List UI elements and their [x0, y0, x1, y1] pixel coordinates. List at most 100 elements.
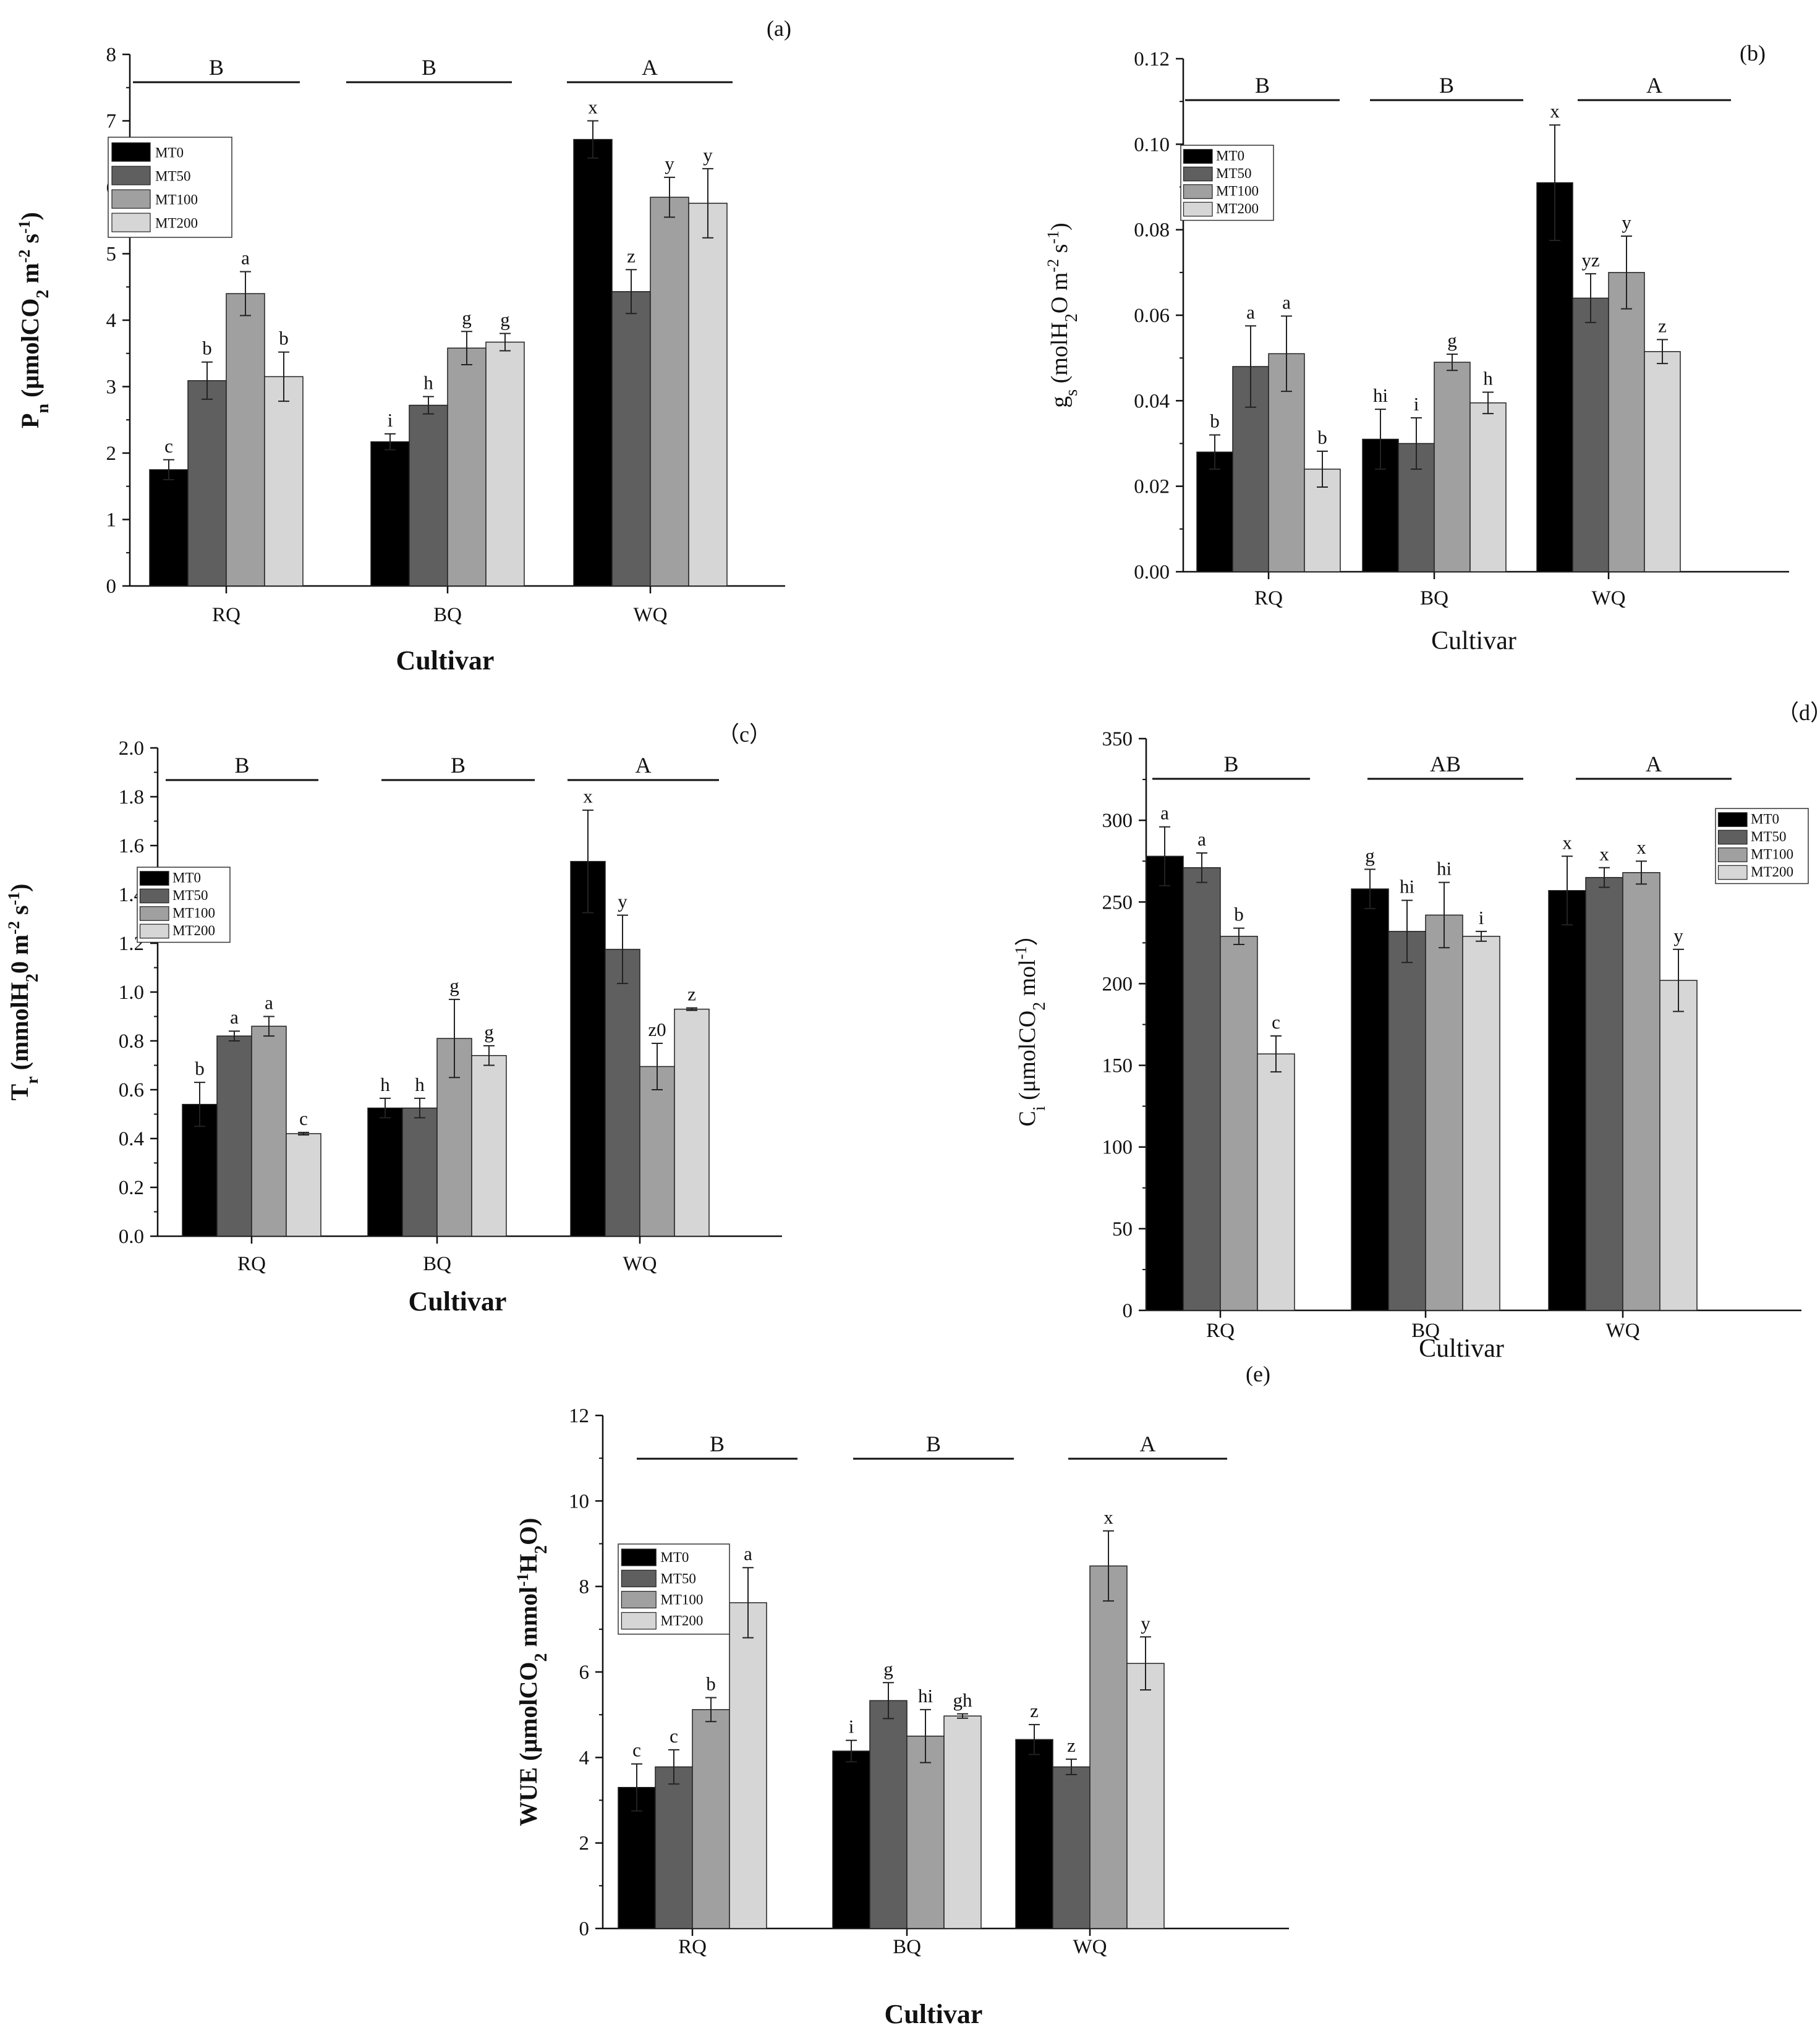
x-tick-label: BQ — [433, 604, 462, 626]
panel-label: (e) — [1246, 1362, 1270, 1386]
significance-letter: g — [462, 307, 472, 328]
y-axis-title-part: -1 — [15, 220, 33, 234]
bar-mt200 — [674, 1008, 710, 1237]
group-letter: A — [642, 55, 658, 80]
significance-letter: b — [202, 337, 212, 359]
y-tick-label: 12 — [569, 1405, 589, 1427]
bar-mt0 — [573, 138, 613, 587]
legend-swatch-mt100 — [621, 1590, 657, 1609]
y-axis-title-part: O) — [514, 1518, 542, 1545]
legend-swatch-mt200 — [621, 1612, 657, 1630]
y-tick-label: 0 — [1123, 1300, 1133, 1322]
legend-swatch-mt100 — [139, 906, 169, 921]
group-letter: B — [422, 55, 436, 80]
significance-letter: a — [1160, 802, 1169, 824]
y-axis-title-part: mol — [1014, 959, 1040, 1002]
legend-swatch-mt200 — [111, 213, 151, 232]
panel-label: (b) — [1740, 41, 1766, 66]
legend: MT0 MT50 MT100 MT200 — [1715, 808, 1809, 885]
y-tick-label: 50 — [1112, 1218, 1133, 1241]
significance-letter: y — [1673, 925, 1683, 946]
significance-letter: c — [1272, 1011, 1280, 1033]
y-axis-title-part: ) — [16, 212, 44, 220]
group-letter: A — [636, 753, 652, 778]
legend-swatch-mt50 — [1717, 829, 1748, 845]
significance-letter: a — [265, 992, 273, 1014]
y-axis-title-part: s — [1062, 389, 1081, 396]
significance-letter: x — [588, 96, 598, 118]
x-axis-title: Cultivar — [396, 645, 495, 676]
significance-letter: hi — [918, 1685, 933, 1707]
y-tick-label: 2 — [579, 1833, 590, 1855]
y-tick-label: 7 — [106, 111, 117, 133]
significance-letter: y — [665, 153, 674, 174]
y-axis-title-part: 2 — [33, 290, 53, 299]
significance-letter: c — [164, 435, 173, 457]
bar-mt200 — [1126, 1663, 1165, 1929]
x-tick-label: BQ — [1411, 1320, 1440, 1342]
y-tick-label: 0.00 — [1134, 561, 1170, 583]
panel-label: （d） — [1777, 700, 1820, 725]
bar-mt0 — [832, 1750, 870, 1929]
y-tick-label: 6 — [579, 1661, 590, 1684]
y-tick-label: 0.04 — [1134, 390, 1170, 412]
significance-letter: x — [1599, 843, 1609, 865]
y-tick-label: 0.8 — [119, 1030, 144, 1053]
significance-letter: a — [241, 247, 250, 269]
legend-swatch-mt100 — [1717, 847, 1748, 862]
y-axis-title-part: r — [23, 1076, 42, 1084]
significance-letter: a — [1197, 828, 1206, 850]
bar-mt0 — [367, 1107, 403, 1237]
legend-swatch-mt200 — [1717, 865, 1748, 880]
legend-swatch-mt0 — [111, 142, 151, 162]
y-tick-label: 5 — [106, 244, 117, 266]
y-tick-label: 100 — [1102, 1137, 1133, 1159]
significance-letter: b — [706, 1673, 716, 1695]
significance-letter: a — [1246, 301, 1255, 323]
y-axis-title-part: g — [1047, 396, 1073, 408]
x-tick-label: BQ — [423, 1253, 451, 1275]
y-tick-label: 4 — [106, 310, 117, 332]
bar-mt100 — [1089, 1565, 1128, 1929]
significance-letter: a — [230, 1006, 239, 1028]
y-axis-title-part: 2 — [532, 1653, 551, 1662]
bar-mt200 — [471, 1054, 507, 1237]
group-letter: B — [1223, 752, 1238, 776]
x-tick-label: RQ — [1206, 1320, 1235, 1342]
bar-mt200 — [1469, 402, 1507, 572]
y-tick-label: 8 — [579, 1576, 590, 1598]
y-tick-label: 250 — [1102, 891, 1133, 914]
bar-mt200 — [688, 203, 728, 587]
y-axis-title-part: (mmolH — [6, 982, 33, 1076]
y-tick-label: 0.10 — [1134, 134, 1170, 156]
x-tick-label: WQ — [1592, 587, 1626, 609]
bar-mt50 — [187, 380, 227, 587]
significance-letter: y — [1622, 211, 1631, 233]
y-axis-title-part: s — [16, 234, 44, 250]
x-tick-label: WQ — [623, 1253, 657, 1275]
y-axis-title: gs (molH2O m-2 s-1) — [1044, 223, 1081, 407]
legend-label: MT200 — [155, 215, 198, 231]
group-letter: A — [1646, 73, 1662, 98]
legend-label: MT50 — [155, 168, 191, 184]
y-tick-label: 0.02 — [1134, 476, 1170, 498]
group-letter: AB — [1430, 752, 1461, 776]
legend-label: MT50 — [172, 888, 208, 903]
group-letter: A — [1140, 1432, 1156, 1456]
bar-mt0 — [1015, 1739, 1053, 1929]
bar-mt0 — [1146, 855, 1184, 1311]
legend-swatch-mt0 — [139, 871, 169, 886]
bar-mt0 — [1196, 451, 1233, 572]
bar-mt200 — [1644, 351, 1681, 572]
significance-letter: x — [1636, 836, 1646, 858]
significance-letter: g — [1365, 844, 1375, 866]
y-axis-title-part: T — [6, 1084, 33, 1100]
x-tick-label: BQ — [1420, 587, 1448, 609]
y-axis-title-part: n — [33, 404, 53, 414]
significance-letter: i — [388, 409, 393, 431]
y-axis-title-part: -2 — [15, 250, 33, 263]
significance-letter: y — [1141, 1612, 1150, 1634]
bar-mt50 — [869, 1700, 908, 1929]
y-tick-label: 2 — [106, 443, 117, 465]
y-tick-label: 0.6 — [119, 1079, 144, 1101]
